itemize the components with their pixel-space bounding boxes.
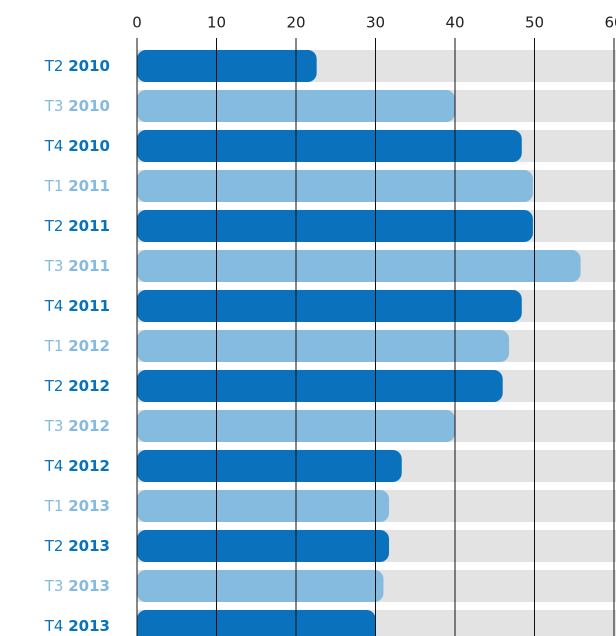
y-tick-label: T2 2010 [44, 57, 110, 75]
bar [137, 50, 317, 82]
year: 2013 [68, 537, 110, 555]
quarter: T2 [44, 377, 68, 395]
year: 2010 [68, 137, 110, 155]
y-tick-label: T4 2013 [44, 617, 110, 635]
x-tick-label: 10 [207, 14, 226, 32]
quarter: T2 [44, 217, 68, 235]
y-tick-label: T3 2011 [44, 257, 110, 275]
year: 2012 [68, 457, 110, 475]
year: 2012 [68, 417, 110, 435]
x-tick-label: 20 [286, 14, 305, 32]
y-tick-label: T3 2013 [44, 577, 110, 595]
year: 2013 [68, 617, 110, 635]
x-tick-label: 30 [366, 14, 385, 32]
y-tick-label: T1 2013 [44, 497, 110, 515]
year: 2011 [68, 177, 110, 195]
bar [137, 210, 533, 242]
year: 2012 [68, 337, 110, 355]
quarter: T3 [44, 417, 68, 435]
bar [137, 290, 522, 322]
y-tick-label: T1 2011 [44, 177, 110, 195]
x-tick-label: 0 [132, 14, 142, 32]
quarter: T4 [44, 617, 68, 635]
quarter: T4 [44, 297, 68, 315]
quarter: T4 [44, 137, 68, 155]
y-tick-label: T3 2010 [44, 97, 110, 115]
x-tick-label: 40 [445, 14, 464, 32]
bar [137, 370, 503, 402]
y-tick-label: T4 2011 [44, 297, 110, 315]
year: 2012 [68, 377, 110, 395]
year: 2010 [68, 97, 110, 115]
bar [137, 450, 402, 482]
quarter: T3 [44, 577, 68, 595]
quarter: T3 [44, 257, 68, 275]
y-tick-label: T2 2012 [44, 377, 110, 395]
quarter: T2 [44, 537, 68, 555]
year: 2011 [68, 297, 110, 315]
year: 2013 [68, 577, 110, 595]
year: 2011 [68, 257, 110, 275]
y-tick-label: T4 2012 [44, 457, 110, 475]
y-tick-label: T3 2012 [44, 417, 110, 435]
x-tick-label: 50 [525, 14, 544, 32]
bar [137, 530, 390, 562]
bar [137, 570, 384, 602]
quarter: T1 [44, 177, 68, 195]
quarter: T2 [44, 57, 68, 75]
y-tick-label: T2 2013 [44, 537, 110, 555]
year: 2010 [68, 57, 110, 75]
y-tick-label: T4 2010 [44, 137, 110, 155]
bar [137, 610, 376, 636]
bar [137, 170, 533, 202]
bar [137, 490, 390, 522]
quarter: T3 [44, 97, 68, 115]
bar [137, 250, 581, 282]
bar [137, 130, 522, 162]
y-tick-label: T1 2012 [44, 337, 110, 355]
x-tick-label: 60 [604, 14, 616, 32]
quarter: T1 [44, 497, 68, 515]
quarter: T4 [44, 457, 68, 475]
quarter: T1 [44, 337, 68, 355]
bar [137, 330, 510, 362]
year: 2011 [68, 217, 110, 235]
y-tick-label: T2 2011 [44, 217, 110, 235]
year: 2013 [68, 497, 110, 515]
